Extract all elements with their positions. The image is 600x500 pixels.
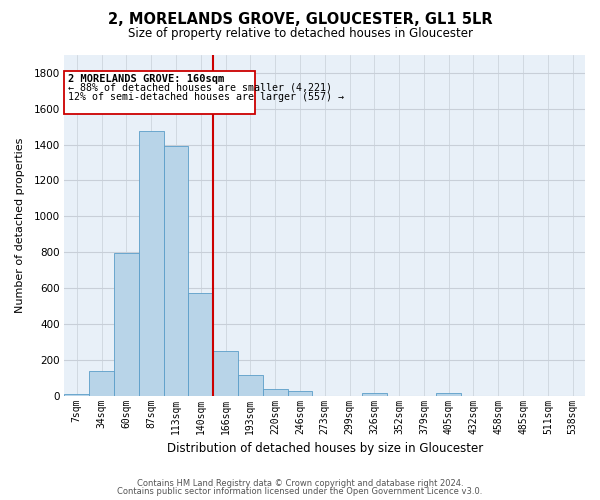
Bar <box>213 351 238 396</box>
Bar <box>287 391 313 396</box>
Text: Contains HM Land Registry data © Crown copyright and database right 2024.: Contains HM Land Registry data © Crown c… <box>137 478 463 488</box>
Bar <box>114 253 139 396</box>
Bar <box>64 394 89 396</box>
Y-axis label: Number of detached properties: Number of detached properties <box>15 138 25 313</box>
Text: Contains public sector information licensed under the Open Government Licence v3: Contains public sector information licen… <box>118 487 482 496</box>
Text: 2, MORELANDS GROVE, GLOUCESTER, GL1 5LR: 2, MORELANDS GROVE, GLOUCESTER, GL1 5LR <box>107 12 493 28</box>
Bar <box>188 292 213 396</box>
Text: Size of property relative to detached houses in Gloucester: Size of property relative to detached ho… <box>128 28 473 40</box>
Text: 2 MORELANDS GROVE: 160sqm: 2 MORELANDS GROVE: 160sqm <box>68 74 224 84</box>
Text: 12% of semi-detached houses are larger (557) →: 12% of semi-detached houses are larger (… <box>68 92 344 102</box>
X-axis label: Distribution of detached houses by size in Gloucester: Distribution of detached houses by size … <box>167 442 483 455</box>
Bar <box>89 372 114 396</box>
Bar <box>362 393 386 396</box>
Text: ← 88% of detached houses are smaller (4,221): ← 88% of detached houses are smaller (4,… <box>68 83 332 93</box>
FancyBboxPatch shape <box>64 71 256 114</box>
Bar <box>238 376 263 396</box>
Bar <box>436 393 461 396</box>
Bar <box>164 146 188 396</box>
Bar <box>139 131 164 396</box>
Bar <box>263 390 287 396</box>
